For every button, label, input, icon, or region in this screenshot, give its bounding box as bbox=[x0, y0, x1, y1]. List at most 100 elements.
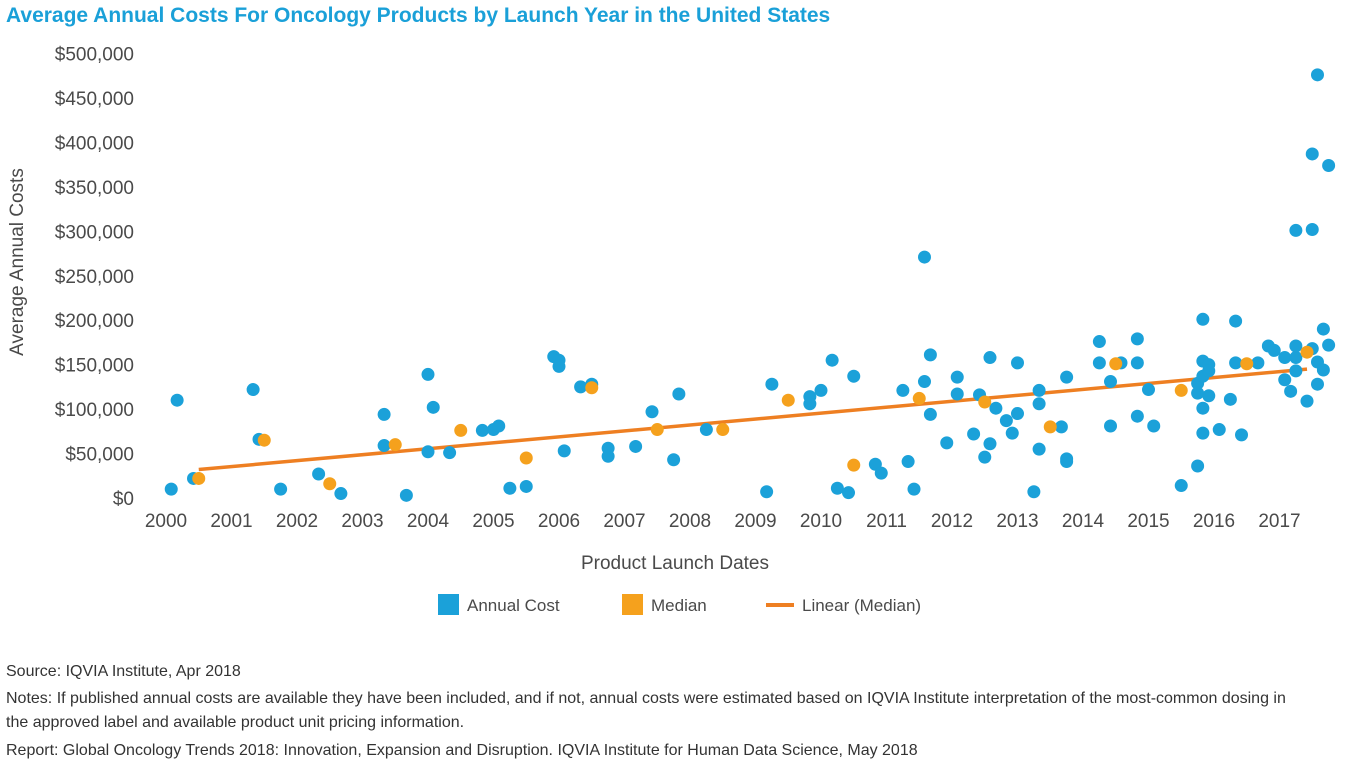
annual-cost-point bbox=[1267, 343, 1281, 357]
annual-cost-point bbox=[699, 423, 713, 437]
annual-cost-point bbox=[1316, 363, 1330, 377]
annual-cost-point bbox=[557, 444, 571, 458]
annual-cost-point bbox=[814, 383, 828, 397]
y-tick-label: $400,000 bbox=[55, 133, 134, 154]
y-tick-label: $0 bbox=[113, 489, 134, 510]
annual-cost-point bbox=[1130, 409, 1144, 423]
annual-cost-point bbox=[629, 439, 643, 453]
annual-cost-point bbox=[312, 467, 326, 481]
linear-median-trend-line bbox=[198, 367, 1308, 472]
annual-cost-point bbox=[967, 427, 981, 441]
x-tick-label: 2006 bbox=[538, 511, 580, 532]
x-tick-label: 2007 bbox=[603, 511, 645, 532]
annual-cost-point bbox=[1147, 419, 1161, 433]
annual-cost-points bbox=[164, 68, 1336, 502]
annual-cost-point bbox=[803, 397, 817, 411]
annual-cost-point bbox=[950, 370, 964, 384]
annual-cost-point bbox=[923, 407, 937, 421]
median-point bbox=[1174, 383, 1188, 397]
legend-label-median: Median bbox=[651, 596, 707, 615]
annual-cost-point bbox=[1202, 389, 1216, 403]
annual-cost-point bbox=[978, 450, 992, 464]
y-tick-label: $350,000 bbox=[55, 178, 134, 199]
annual-cost-point bbox=[1278, 351, 1292, 365]
annual-cost-point bbox=[672, 387, 686, 401]
legend-label-annual-cost: Annual Cost bbox=[467, 596, 560, 615]
chart-title: Average Annual Costs For Oncology Produc… bbox=[6, 4, 831, 27]
annual-cost-point bbox=[503, 481, 517, 495]
annual-cost-point bbox=[1316, 322, 1330, 336]
y-tick-label: $450,000 bbox=[55, 89, 134, 110]
annual-cost-point bbox=[940, 436, 954, 450]
annual-cost-point bbox=[1196, 312, 1210, 326]
x-tick-label: 2002 bbox=[276, 511, 318, 532]
legend-swatch-annual-cost bbox=[438, 594, 459, 615]
annual-cost-point bbox=[1310, 68, 1324, 82]
annual-cost-point bbox=[765, 377, 779, 391]
median-point bbox=[519, 451, 533, 465]
scatter-chart: $0 $50,000 $100,000 $150,000 $200,000 $250,00… bbox=[7, 45, 1336, 615]
annual-cost-point bbox=[901, 455, 915, 469]
annual-cost-point bbox=[1174, 479, 1188, 493]
annual-cost-point bbox=[989, 401, 1003, 415]
annual-cost-point bbox=[1011, 356, 1024, 370]
annual-cost-point bbox=[1011, 407, 1024, 421]
y-axis-ticks: $0 $50,000 $100,000 $150,000 $200,000 $250,00… bbox=[55, 45, 134, 511]
annual-cost-point bbox=[1032, 442, 1046, 456]
annual-cost-point bbox=[334, 487, 348, 501]
x-axis-label: Product Launch Dates bbox=[581, 553, 769, 574]
x-tick-label: 2005 bbox=[472, 511, 514, 532]
median-point bbox=[454, 423, 468, 437]
annual-cost-point bbox=[760, 485, 774, 499]
annual-cost-point bbox=[1289, 364, 1303, 378]
notes-text: Notes: If published annual costs are ava… bbox=[6, 690, 1286, 731]
annual-cost-point bbox=[1289, 351, 1303, 365]
annual-cost-point bbox=[1104, 419, 1118, 433]
annual-cost-point bbox=[950, 387, 964, 401]
annual-cost-point bbox=[492, 419, 506, 433]
median-point bbox=[978, 395, 992, 409]
annual-cost-point bbox=[825, 353, 839, 367]
annual-cost-point bbox=[274, 482, 288, 496]
annual-cost-point bbox=[164, 482, 178, 496]
y-tick-label: $150,000 bbox=[55, 356, 134, 377]
y-axis-label: Average Annual Costs bbox=[7, 168, 28, 356]
x-tick-label: 2004 bbox=[407, 511, 450, 532]
annual-cost-point bbox=[1212, 423, 1226, 437]
x-tick-label: 2001 bbox=[210, 511, 252, 532]
annual-cost-point bbox=[552, 359, 566, 373]
x-tick-label: 2009 bbox=[734, 511, 776, 532]
annual-cost-point bbox=[999, 414, 1013, 428]
x-tick-label: 2013 bbox=[996, 511, 1038, 532]
report-citation: Report: Global Oncology Trends 2018: Inn… bbox=[6, 742, 918, 759]
trend-line-group bbox=[198, 367, 1308, 472]
annual-cost-point bbox=[1005, 426, 1019, 440]
annual-cost-point bbox=[1202, 364, 1216, 378]
annual-cost-point bbox=[443, 446, 457, 460]
annual-cost-point bbox=[907, 482, 921, 496]
source-note: Source: IQVIA Institute, Apr 2018 bbox=[6, 663, 241, 680]
median-point bbox=[912, 391, 926, 405]
annual-cost-point bbox=[1032, 397, 1046, 411]
annual-cost-point bbox=[1191, 459, 1205, 473]
x-tick-label: 2003 bbox=[341, 511, 383, 532]
annual-cost-point bbox=[1196, 426, 1210, 440]
median-point bbox=[388, 438, 402, 452]
x-tick-label: 2000 bbox=[145, 511, 187, 532]
annual-cost-point bbox=[399, 488, 413, 502]
x-tick-label: 2015 bbox=[1127, 511, 1169, 532]
annual-cost-point bbox=[1278, 373, 1292, 387]
legend-label-linear: Linear (Median) bbox=[802, 596, 921, 615]
annual-cost-point bbox=[896, 383, 910, 397]
annual-cost-point bbox=[1289, 339, 1303, 353]
annual-cost-point bbox=[475, 423, 489, 437]
annual-cost-point bbox=[1229, 356, 1243, 370]
annual-cost-point bbox=[1251, 356, 1265, 370]
annual-cost-point bbox=[645, 405, 659, 419]
median-point bbox=[1240, 357, 1254, 371]
annual-cost-point bbox=[1235, 428, 1249, 442]
annual-cost-point bbox=[1289, 223, 1303, 237]
x-axis-ticks: 2000 2001 2002 2003 2004 2005 2006 2007 2008 2009… bbox=[145, 511, 1301, 532]
annual-cost-point bbox=[1310, 377, 1324, 391]
median-point bbox=[1109, 357, 1123, 371]
